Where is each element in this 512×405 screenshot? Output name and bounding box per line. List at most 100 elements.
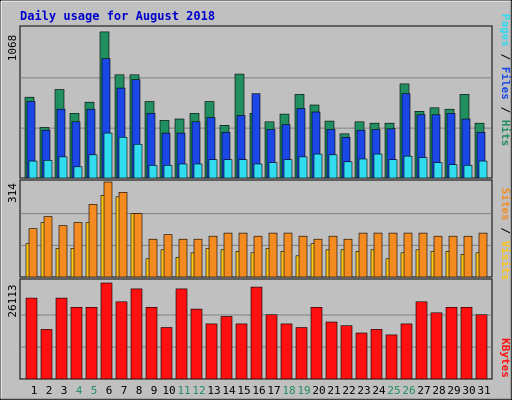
x-tick-label: 12 (192, 384, 205, 397)
bar-pages (43, 160, 53, 179)
bar-pages (238, 159, 248, 179)
bar-sites (433, 235, 443, 278)
bar-kbytes (445, 306, 458, 380)
bar-pages (343, 161, 353, 179)
bar-pages (283, 159, 293, 179)
bar-sites (208, 235, 218, 278)
x-tick-label: 26 (402, 384, 415, 397)
legend-hits: Hits (499, 120, 512, 147)
x-tick-label: 7 (121, 384, 128, 397)
bar-kbytes (415, 301, 428, 380)
bar-sites (43, 216, 53, 278)
bar-kbytes (55, 297, 68, 380)
x-tick-label: 23 (357, 384, 370, 397)
bar-pages (58, 156, 68, 179)
bar-sites (463, 235, 473, 278)
bar-kbytes (265, 314, 278, 380)
bar-kbytes (85, 306, 98, 380)
bar-kbytes (355, 332, 368, 380)
legend-bottom: KBytes (499, 338, 512, 378)
x-tick-label: 5 (91, 384, 98, 397)
legend-sites: Sites (499, 188, 512, 221)
x-tick-label: 25 (387, 384, 400, 397)
bar-pages (148, 165, 158, 179)
bar-sites (448, 235, 458, 278)
x-tick-label: 18 (282, 384, 295, 397)
x-tick-label: 14 (222, 384, 236, 397)
legend-separator: / (499, 100, 512, 120)
bar-sites (328, 235, 338, 278)
bar-pages (103, 132, 113, 179)
bar-pages (28, 160, 38, 179)
bar-kbytes (250, 286, 263, 380)
bar-kbytes (220, 316, 233, 380)
bar-sites (313, 238, 323, 278)
legend-visits: Visits (499, 241, 512, 281)
legend-middle: Sites / Visits (499, 188, 512, 281)
bar-pages (448, 164, 458, 179)
bar-kbytes (400, 323, 413, 380)
legend-top: Pages / Files / Hits (499, 14, 512, 147)
bar-kbytes (130, 288, 143, 380)
bar-sites (268, 232, 278, 278)
bar-sites (388, 232, 398, 278)
bar-pages (163, 165, 173, 179)
bar-kbytes (175, 288, 188, 380)
bar-kbytes (235, 323, 248, 380)
bar-sites (418, 232, 428, 278)
x-tick-label: 2 (46, 384, 53, 397)
bar-kbytes (205, 323, 218, 380)
bar-sites (253, 235, 263, 278)
bar-sites (178, 238, 188, 278)
bar-pages (253, 163, 263, 179)
bar-kbytes (160, 327, 173, 380)
bar-kbytes (295, 327, 308, 380)
bar-sites (238, 232, 248, 278)
bar-sites (283, 232, 293, 278)
bar-pages (73, 166, 83, 179)
bar-sites (28, 228, 38, 278)
bar-sites (163, 234, 173, 278)
bar-kbytes (25, 297, 38, 380)
x-tick-label: 17 (267, 384, 280, 397)
ymax-label-hits: 1068 (6, 35, 19, 62)
bar-kbytes (430, 312, 443, 380)
legend-pages: Pages (499, 14, 512, 47)
bar-pages (118, 137, 128, 179)
bar-sites (478, 232, 488, 278)
bar-pages (403, 155, 413, 179)
bar-sites (58, 225, 68, 278)
bar-pages (478, 160, 488, 179)
x-tick-label: 21 (327, 384, 340, 397)
x-tick-label: 4 (76, 384, 83, 397)
x-tick-label: 20 (312, 384, 325, 397)
bar-kbytes (280, 323, 293, 380)
x-tick-label: 19 (297, 384, 310, 397)
x-tick-label: 13 (207, 384, 220, 397)
bar-pages (208, 159, 218, 179)
ymax-label-kbytes: 26113 (6, 284, 19, 317)
bar-pages (358, 158, 368, 179)
x-tick-label: 31 (477, 384, 490, 397)
bar-sites (373, 232, 383, 278)
x-axis-labels: 1 2 3 4 5 6 7 8 9 10 11 12 13 14 15 16 17 18 19 20 21 22 23 24 2… (31, 384, 491, 397)
x-tick-label: 3 (61, 384, 68, 397)
legend-separator: / (499, 221, 512, 241)
bar-sites (118, 192, 128, 278)
x-tick-label: 29 (447, 384, 460, 397)
x-tick-label: 9 (151, 384, 158, 397)
bar-kbytes (340, 325, 353, 380)
bar-pages (463, 165, 473, 179)
bar-kbytes (100, 282, 113, 380)
x-tick-label: 24 (372, 384, 386, 397)
bar-pages (178, 163, 188, 179)
legend-kbytes: KBytes (499, 338, 512, 378)
bar-sites (73, 222, 83, 278)
chart-title: Daily usage for August 2018 (20, 9, 215, 23)
bar-pages (268, 162, 278, 179)
bar-kbytes (70, 306, 83, 380)
bar-pages (223, 159, 233, 179)
bar-sites (103, 181, 113, 278)
x-tick-label: 16 (252, 384, 265, 397)
bar-kbytes (145, 306, 158, 380)
